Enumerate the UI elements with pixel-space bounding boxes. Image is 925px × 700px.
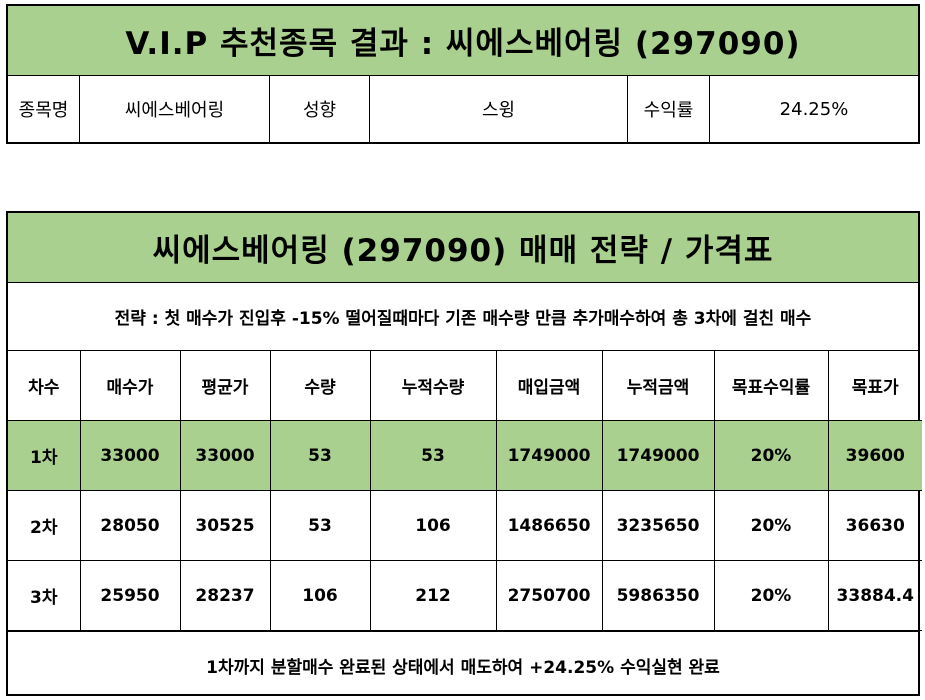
cell: 53: [269, 490, 371, 561]
price-table: 차수 매수가 평균가 수량 누적수량 매입금액 누적금액 목표수익률 목표가 1…: [8, 351, 922, 631]
result-title: V.I.P 추천종목 결과 : 씨에스베어링 (297090): [8, 6, 918, 76]
table-row: 3차 25950 28237 106 212 2750700 5986350 2…: [8, 560, 922, 631]
cell: 28050: [79, 490, 181, 561]
summary-text: 1차까지 분할매수 완료된 상태에서 매도하여 +24.25% 수익실현 완료: [8, 631, 918, 698]
cell: 1749000: [495, 420, 603, 491]
result-panel: V.I.P 추천종목 결과 : 씨에스베어링 (297090) 종목명 씨에스베…: [6, 4, 920, 144]
cell: 39600: [827, 420, 922, 491]
cell: 106: [269, 560, 371, 631]
cell: 5986350: [601, 560, 715, 631]
style-value: 스윙: [370, 76, 628, 142]
header-target-return: 목표수익률: [713, 351, 829, 421]
cell: 36630: [827, 490, 922, 561]
header-target-price: 목표가: [827, 351, 922, 421]
table-row: 2차 28050 30525 53 106 1486650 3235650 20…: [8, 490, 922, 561]
strategy-description: 전략 : 첫 매수가 진입후 -15% 떨어질때마다 기존 매수량 만큼 추가매…: [8, 283, 918, 351]
cell: 53: [369, 420, 497, 491]
cell: 20%: [713, 420, 829, 491]
cell: 1차: [8, 420, 81, 491]
cell: 25950: [79, 560, 181, 631]
cell: 20%: [713, 490, 829, 561]
name-value: 씨에스베어링: [80, 76, 270, 142]
cell: 2750700: [495, 560, 603, 631]
cell: 28237: [179, 560, 271, 631]
header-cum-amount: 누적금액: [601, 351, 715, 421]
info-row: 종목명 씨에스베어링 성향 스윙 수익률 24.25%: [8, 76, 918, 142]
cell: 1749000: [601, 420, 715, 491]
cell: 212: [369, 560, 497, 631]
table-header-row: 차수 매수가 평균가 수량 누적수량 매입금액 누적금액 목표수익률 목표가: [8, 351, 922, 421]
cell: 33000: [79, 420, 181, 491]
cell: 1486650: [495, 490, 603, 561]
cell: 3235650: [601, 490, 715, 561]
cell: 33000: [179, 420, 271, 491]
header-avg-price: 평균가: [179, 351, 271, 421]
cell: 3차: [8, 560, 81, 631]
cell: 30525: [179, 490, 271, 561]
header-buy-price: 매수가: [79, 351, 181, 421]
strategy-panel: 씨에스베어링 (297090) 매매 전략 / 가격표 전략 : 첫 매수가 진…: [6, 211, 922, 698]
style-label: 성향: [270, 76, 370, 142]
cell: 2차: [8, 490, 81, 561]
cell: 20%: [713, 560, 829, 631]
header-buy-amount: 매입금액: [495, 351, 603, 421]
return-label: 수익률: [628, 76, 710, 142]
header-cum-qty: 누적수량: [369, 351, 497, 421]
name-label: 종목명: [8, 76, 80, 142]
header-qty: 수량: [269, 351, 371, 421]
strategy-title: 씨에스베어링 (297090) 매매 전략 / 가격표: [8, 213, 918, 283]
return-value: 24.25%: [779, 98, 849, 120]
cell: 106: [369, 490, 497, 561]
cell: 53: [269, 420, 371, 491]
cell: 33884.4: [827, 560, 922, 631]
table-row: 1차 33000 33000 53 53 1749000 1749000 20%…: [8, 420, 922, 491]
header-round: 차수: [8, 351, 81, 421]
